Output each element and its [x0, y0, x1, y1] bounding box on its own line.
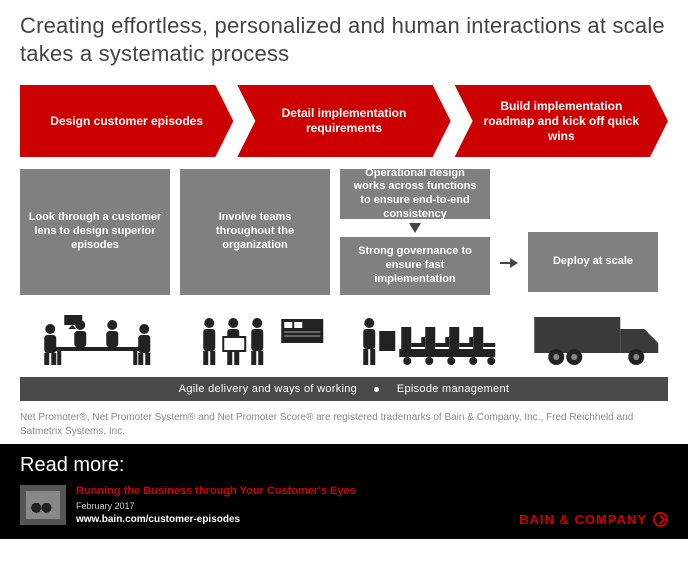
chevron-3: Build implementation roadmap and kick of…: [455, 85, 668, 157]
chevron-2: Detail implementation requirements: [237, 85, 450, 157]
arrow-right-connector: [500, 231, 518, 295]
assembly-line-icon: [349, 307, 504, 367]
box-governance: Strong governance to ensure fast impleme…: [340, 237, 490, 295]
chevron-1: Design customer episodes: [20, 85, 233, 157]
read-more-panel: Read more: Running the Business through …: [0, 444, 688, 539]
trademark-note: Net Promoter®, Net Promoter System® and …: [20, 411, 668, 438]
brand-compass-icon: [653, 512, 668, 527]
box-column-3: Operational design works across function…: [340, 169, 490, 295]
box-deploy: Deploy at scale: [528, 232, 658, 292]
brand-text: BAIN & COMPANY: [519, 512, 647, 527]
article-thumbnail: [20, 485, 66, 525]
box-customer-lens: Look through a customer lens to design s…: [20, 169, 170, 295]
truck-icon: [514, 307, 669, 367]
page-title: Creating effortless, personalized and hu…: [20, 12, 668, 67]
arrow-right-icon: [500, 258, 518, 268]
article-link[interactable]: Running the Business through Your Custom…: [76, 485, 356, 497]
footer-right: Episode management: [397, 383, 509, 395]
process-boxes-row: Look through a customer lens to design s…: [20, 169, 668, 295]
footer-bar: Agile delivery and ways of working Episo…: [20, 377, 668, 401]
read-more-heading: Read more:: [20, 454, 668, 477]
box-involve-teams: Involve teams throughout the organizatio…: [180, 169, 330, 295]
arrow-down-icon: [409, 223, 421, 233]
chevron-row: Design customer episodes Detail implemen…: [20, 85, 668, 157]
dot-separator-icon: [374, 387, 379, 392]
icons-row: [20, 307, 668, 367]
chevron-2-label: Detail implementation requirements: [237, 106, 450, 136]
brand-logo: BAIN & COMPANY: [519, 512, 668, 527]
people-presentation-icon: [185, 307, 340, 367]
chevron-1-label: Design customer episodes: [26, 114, 227, 129]
box-operational-design: Operational design works across function…: [340, 169, 490, 219]
chevron-3-label: Build implementation roadmap and kick of…: [455, 99, 668, 144]
people-meeting-icon: [20, 307, 175, 367]
article-date: February 2017: [76, 501, 356, 511]
footer-left: Agile delivery and ways of working: [179, 383, 357, 395]
article-url[interactable]: www.bain.com/customer-episodes: [76, 514, 356, 525]
